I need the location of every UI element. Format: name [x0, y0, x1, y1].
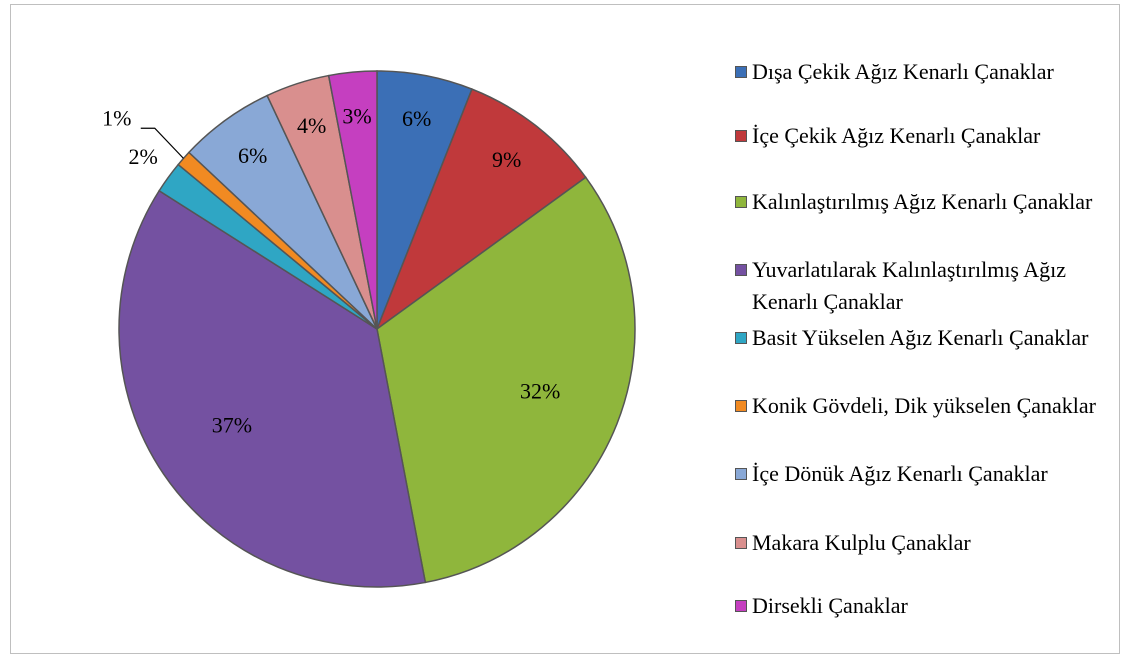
legend-swatch: [735, 537, 747, 549]
legend-label: Basit Yükselen Ağız Kenarlı Çanaklar: [752, 325, 1089, 350]
data-label: 6%: [402, 106, 431, 131]
data-label: 32%: [520, 379, 560, 404]
legend-swatch: [735, 196, 747, 208]
legend-swatch: [735, 400, 747, 412]
legend-item: Dirsekli Çanaklar: [735, 590, 1115, 622]
legend-item: Yuvarlatılarak Kalınlaştırılmış Ağız Ken…: [735, 254, 1115, 318]
legend-item: Kalınlaştırılmış Ağız Kenarlı Çanaklar: [735, 186, 1115, 218]
legend-label: Yuvarlatılarak Kalınlaştırılmış Ağız Ken…: [752, 257, 1067, 314]
leader-line: [140, 127, 184, 159]
legend-item: Basit Yükselen Ağız Kenarlı Çanaklar: [735, 322, 1115, 354]
legend-item: Konik Gövdeli, Dik yükselen Çanaklar: [735, 390, 1115, 422]
legend-item: İçe Dönük Ağız Kenarlı Çanaklar: [735, 458, 1115, 490]
legend-swatch: [735, 66, 747, 78]
legend-label: Kalınlaştırılmış Ağız Kenarlı Çanaklar: [752, 189, 1093, 214]
data-label: 1%: [102, 105, 131, 130]
legend-swatch: [735, 468, 747, 480]
legend-label: İçe Çekik Ağız Kenarlı Çanaklar: [752, 123, 1041, 148]
data-label: 6%: [238, 143, 267, 168]
data-label: 9%: [492, 147, 521, 172]
chart-frame: [10, 4, 1120, 654]
legend-label: Konik Gövdeli, Dik yükselen Çanaklar: [752, 393, 1096, 418]
data-label: 3%: [342, 103, 371, 128]
legend-swatch: [735, 600, 747, 612]
legend-item: Makara Kulplu Çanaklar: [735, 527, 1115, 559]
legend-label: Makara Kulplu Çanaklar: [752, 530, 971, 555]
legend-swatch: [735, 264, 747, 276]
legend-item: İçe Çekik Ağız Kenarlı Çanaklar: [735, 120, 1115, 152]
legend-item: Dışa Çekik Ağız Kenarlı Çanaklar: [735, 56, 1115, 88]
data-label: 2%: [129, 144, 158, 169]
data-label: 37%: [212, 413, 252, 438]
legend-label: Dirsekli Çanaklar: [752, 593, 908, 618]
pie-slice: [376, 176, 636, 584]
data-label: 4%: [297, 113, 326, 138]
pie-slice: [375, 88, 587, 332]
legend-swatch: [735, 332, 747, 344]
pie-slice: [118, 189, 427, 588]
legend-swatch: [735, 130, 747, 142]
pie-slice: [327, 70, 378, 330]
legend-label: Dışa Çekik Ağız Kenarlı Çanaklar: [752, 59, 1054, 84]
legend-label: İçe Dönük Ağız Kenarlı Çanaklar: [752, 461, 1048, 486]
